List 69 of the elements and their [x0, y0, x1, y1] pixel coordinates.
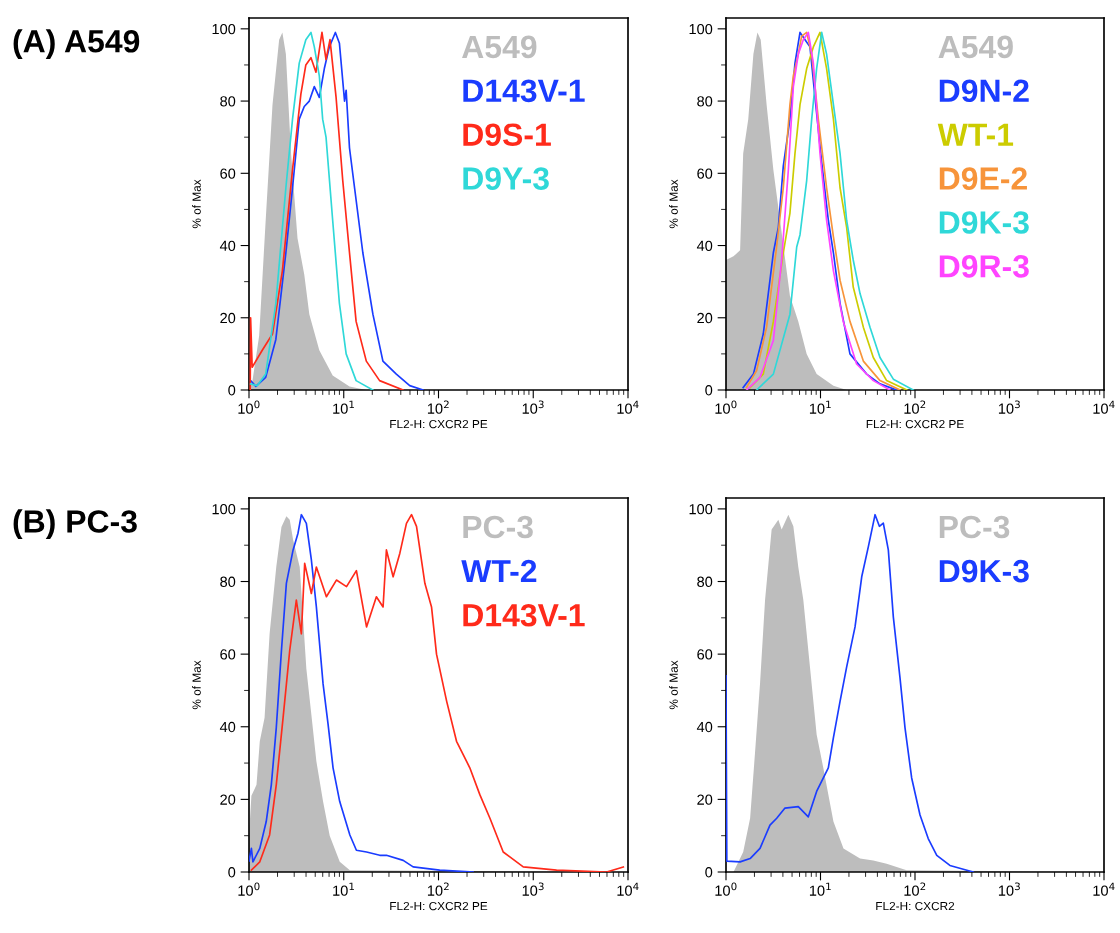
y-tick-label: 100: [212, 23, 236, 35]
x-tick-label: 10$^{2}$: [427, 882, 449, 896]
x-tick-label: 10$^{2}$: [904, 400, 926, 414]
y-tick-label: 100: [689, 23, 713, 35]
x-axis-title: FL2-H: CXCR2: [876, 901, 955, 911]
text: D9E-2: [939, 167, 1027, 190]
y-tick-label: 0: [228, 867, 236, 878]
x-tick-label: 10$^{0}$: [715, 882, 737, 896]
x-tick-label: 10$^{2}$: [904, 882, 926, 896]
y-tick-label: 80: [697, 576, 713, 587]
y-tick-label: 60: [220, 649, 236, 660]
x-tick-label: 10$^{3}$: [998, 882, 1020, 896]
text: WT-1: [937, 123, 1014, 146]
text: (B) PC-3: [13, 509, 137, 540]
x-tick-label: 10$^{0}$: [715, 400, 737, 414]
text: D9N-2: [939, 79, 1029, 103]
y-tick-label: 80: [220, 96, 236, 107]
y-axis-title: % of Max: [192, 660, 201, 710]
x-tick-label: 10$^{1}$: [809, 882, 831, 896]
x-tick-label: 10$^{4}$: [1093, 882, 1115, 896]
y-tick-label: 40: [696, 240, 713, 251]
text: D9R-3: [939, 255, 1029, 278]
y-tick-label: 20: [220, 794, 236, 805]
series-label: D9K-3: [939, 559, 1029, 583]
x-tick-label: 10$^{0}$: [238, 882, 260, 896]
text: D9S-1: [463, 123, 551, 146]
x-tick-label: 10$^{4}$: [1093, 400, 1115, 414]
y-tick-label: 20: [220, 312, 236, 324]
y-tick-label: 60: [220, 168, 236, 179]
text: WT-2: [461, 559, 537, 583]
y-tick-label: 100: [212, 503, 236, 515]
x-tick-label: 10$^{4}$: [617, 400, 639, 414]
x-tick-label: 10$^{0}$: [238, 400, 260, 414]
x-tick-label: 10$^{3}$: [998, 400, 1020, 414]
y-axis-title: % of Max: [669, 660, 678, 710]
y-axis-title: % of Max: [192, 179, 201, 229]
text: D9K-3: [939, 211, 1029, 234]
y-tick-label: 20: [697, 312, 713, 324]
y-tick-label: 0: [228, 385, 236, 396]
y-tick-label: 0: [705, 867, 713, 878]
y-tick-label: 40: [219, 721, 236, 733]
x-tick-label: 10$^{1}$: [333, 400, 354, 414]
y-tick-label: 80: [697, 96, 713, 107]
text: PC-3: [939, 515, 1010, 539]
x-tick-label: 10$^{3}$: [522, 882, 544, 896]
y-tick-label: 100: [689, 503, 713, 515]
text: D9Y-3: [463, 167, 549, 190]
y-tick-label: 80: [220, 576, 236, 587]
x-axis-title: FL2-H: CXCR2 PE: [390, 419, 488, 429]
x-tick-label: 10$^{1}$: [809, 400, 831, 414]
x-tick-label: 10$^{4}$: [617, 882, 639, 896]
series-label: D143V-1: [463, 603, 585, 627]
x-tick-label: 10$^{3}$: [522, 400, 544, 414]
text: A549: [938, 35, 1013, 59]
text: PC-3: [463, 515, 533, 539]
x-axis-title: FL2-H: CXCR2 PE: [866, 419, 964, 429]
y-tick-label: 40: [219, 240, 236, 251]
y-tick-label: 0: [705, 385, 713, 396]
x-axis-title: FL2-H: CXCR2 PE: [390, 901, 488, 911]
text: D143V-1: [463, 79, 585, 103]
y-tick-label: 40: [696, 721, 713, 733]
y-axis-title: % of Max: [669, 179, 678, 229]
y-tick-label: 60: [697, 649, 713, 660]
x-tick-label: 10$^{1}$: [333, 882, 354, 896]
text: A549: [462, 35, 537, 59]
y-tick-label: 60: [697, 168, 713, 179]
x-tick-label: 10$^{2}$: [427, 400, 449, 414]
y-tick-label: 20: [697, 794, 713, 805]
text: (A) A549: [13, 29, 140, 59]
